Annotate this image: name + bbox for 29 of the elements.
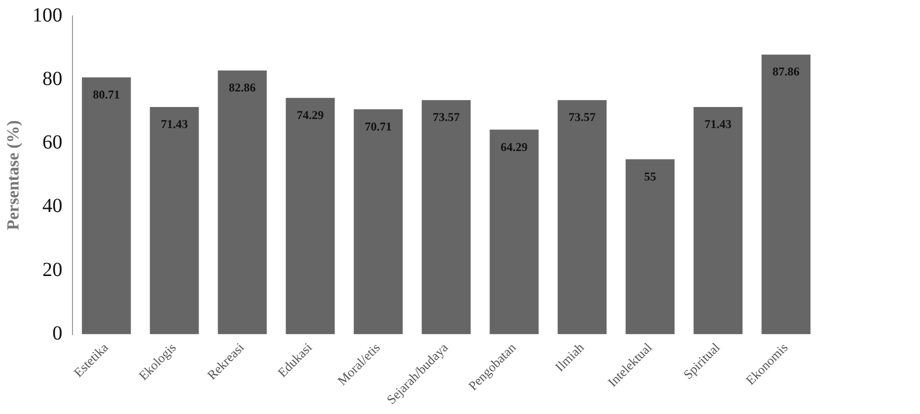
bar <box>762 54 810 334</box>
bar <box>422 100 471 334</box>
y-tick-label: 60 <box>42 132 62 154</box>
y-tick-label: 0 <box>52 322 62 345</box>
y-tick-label: 80 <box>42 68 62 90</box>
bar <box>286 98 335 334</box>
y-axis-title: Persentase (%) <box>4 120 23 230</box>
data-label: 64.29 <box>500 140 528 154</box>
bar <box>490 130 539 334</box>
data-label: 71.43 <box>160 117 188 132</box>
data-label: 70.71 <box>364 119 392 134</box>
data-label: 87.86 <box>772 64 800 79</box>
y-tick-label: 40 <box>42 195 62 218</box>
data-label: 71.43 <box>704 117 732 132</box>
y-tick-label: 100 <box>32 4 62 26</box>
data-label: 82.86 <box>228 80 256 95</box>
bar <box>150 106 199 334</box>
bar <box>558 100 607 334</box>
y-tick-label: 20 <box>42 258 62 281</box>
bar <box>218 70 267 334</box>
data-label: 73.57 <box>432 110 460 124</box>
data-label: 73.57 <box>568 110 596 124</box>
data-label: 55 <box>644 169 656 184</box>
bar <box>82 77 131 334</box>
bar <box>354 109 403 334</box>
data-label: 80.71 <box>92 87 120 102</box>
bar <box>626 159 675 334</box>
bar <box>694 106 743 334</box>
data-label: 74.29 <box>296 108 324 122</box>
